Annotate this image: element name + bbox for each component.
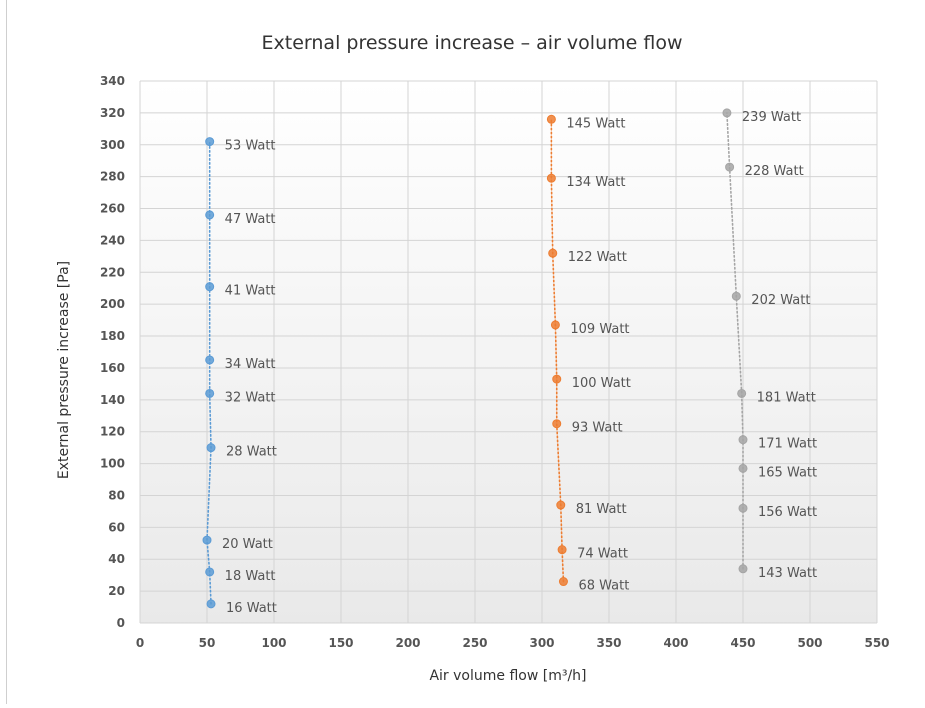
data-label: 34 Watt — [225, 357, 276, 372]
data-point — [738, 435, 748, 445]
data-label: 28 Watt — [226, 445, 277, 460]
data-point — [205, 355, 215, 365]
y-axis-label: External pressure increase [Pa] — [56, 261, 72, 479]
data-label: 143 Watt — [758, 566, 817, 581]
x-axis-label: Air volume flow [m³/h] — [429, 668, 586, 684]
y-tick-label: 180 — [100, 329, 125, 343]
x-tick-label: 200 — [395, 636, 420, 650]
data-label: 100 Watt — [572, 376, 631, 391]
data-point — [737, 388, 747, 398]
data-point — [552, 374, 562, 384]
series-line — [726, 112, 744, 570]
data-point — [205, 567, 215, 577]
series-2: 68 Watt 74 Watt 81 Watt 93 Watt 100 Watt 109 … — [546, 114, 631, 594]
data-point — [738, 503, 748, 513]
data-label: 122 Watt — [568, 250, 627, 265]
data-label: 47 Watt — [225, 212, 276, 227]
x-tick-label: 150 — [328, 636, 353, 650]
y-tick-label: 80 — [108, 488, 125, 502]
data-point — [206, 599, 216, 609]
data-label: 165 Watt — [758, 465, 817, 480]
y-tick-label: 240 — [100, 233, 125, 247]
data-point — [552, 419, 562, 429]
y-tick-label: 340 — [100, 74, 125, 88]
y-tick-label: 280 — [100, 170, 125, 184]
axis-ticks: 0 50 100 150 200 250 300 350 400 450 500 550 0 20 40 60… — [100, 74, 890, 650]
y-tick-label: 320 — [100, 106, 125, 120]
data-point — [738, 463, 748, 473]
data-label: 53 Watt — [225, 139, 276, 154]
data-label: 202 Watt — [751, 293, 810, 308]
plot-area — [140, 81, 877, 623]
data-label: 16 Watt — [226, 601, 277, 616]
y-tick-label: 140 — [100, 393, 125, 407]
data-label: 181 Watt — [757, 390, 816, 405]
data-point — [731, 291, 741, 301]
y-tick-label: 200 — [100, 297, 125, 311]
data-series: 16 Watt 18 Watt 20 Watt 28 Watt 32 Watt 34 Wa… — [202, 108, 817, 616]
x-tick-label: 300 — [529, 636, 554, 650]
y-tick-label: 0 — [117, 616, 125, 630]
data-point — [738, 564, 748, 574]
x-tick-label: 50 — [199, 636, 216, 650]
data-label: 145 Watt — [566, 116, 625, 131]
data-point — [722, 108, 732, 118]
x-tick-label: 100 — [261, 636, 286, 650]
data-point — [205, 282, 215, 292]
data-label: 228 Watt — [745, 164, 804, 179]
series-line — [206, 140, 212, 605]
data-label: 74 Watt — [577, 547, 628, 562]
y-tick-label: 60 — [108, 520, 125, 534]
data-point — [205, 388, 215, 398]
data-point — [556, 500, 566, 510]
data-label: 239 Watt — [742, 110, 801, 125]
data-point — [725, 162, 735, 172]
data-label: 134 Watt — [566, 175, 625, 190]
data-point — [546, 173, 556, 183]
y-tick-label: 20 — [108, 584, 125, 598]
data-point — [205, 137, 215, 147]
y-tick-label: 300 — [100, 138, 125, 152]
x-tick-label: 550 — [864, 636, 889, 650]
y-tick-label: 220 — [100, 265, 125, 279]
y-tick-label: 160 — [100, 361, 125, 375]
left-frame-border — [6, 0, 7, 704]
y-tick-label: 120 — [100, 425, 125, 439]
series-1: 16 Watt 18 Watt 20 Watt 28 Watt 32 Watt 34 Wa… — [202, 137, 277, 616]
data-point — [557, 545, 567, 555]
data-point — [548, 248, 558, 258]
data-point — [206, 443, 216, 453]
chart-title: External pressure increase – air volume … — [262, 32, 683, 54]
data-label: 93 Watt — [572, 421, 623, 436]
grid-lines — [139, 80, 878, 624]
data-label: 20 Watt — [222, 537, 273, 552]
data-point — [205, 210, 215, 220]
y-tick-label: 100 — [100, 457, 125, 471]
data-label: 41 Watt — [225, 284, 276, 299]
y-tick-label: 40 — [108, 552, 125, 566]
data-label: 18 Watt — [225, 569, 276, 584]
x-tick-label: 350 — [596, 636, 621, 650]
data-label: 156 Watt — [758, 505, 817, 520]
y-tick-label: 260 — [100, 202, 125, 216]
data-point — [546, 114, 556, 124]
x-tick-label: 500 — [797, 636, 822, 650]
series-3: 143 Watt 156 Watt 165 Watt 171 Watt 181 Watt… — [722, 108, 817, 581]
data-label: 68 Watt — [578, 579, 629, 594]
data-point — [202, 535, 212, 545]
data-label: 32 Watt — [225, 390, 276, 405]
data-point — [558, 577, 568, 587]
data-label: 81 Watt — [576, 502, 627, 517]
x-tick-label: 400 — [663, 636, 688, 650]
data-point — [550, 320, 560, 330]
data-label: 109 Watt — [570, 322, 629, 337]
x-tick-label: 450 — [730, 636, 755, 650]
data-label: 171 Watt — [758, 437, 817, 452]
x-tick-label: 250 — [462, 636, 487, 650]
x-tick-label: 0 — [136, 636, 144, 650]
